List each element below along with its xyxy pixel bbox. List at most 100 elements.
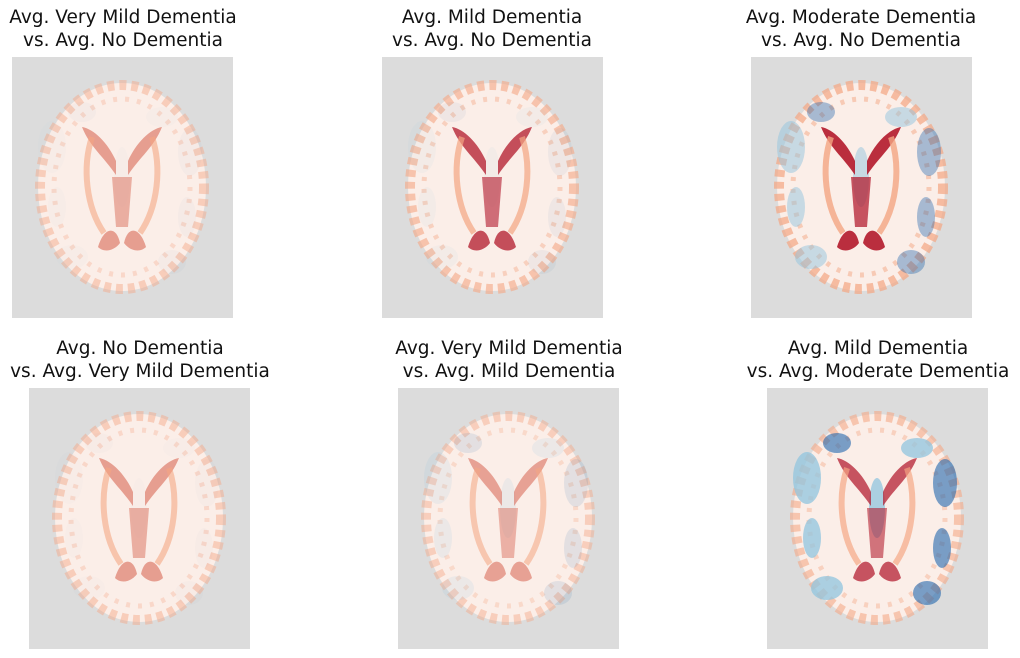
right-fiber-tract [154,467,178,566]
negative-region [897,250,925,274]
left-fiber-tract [100,467,124,566]
negative-region [146,107,178,127]
negative-region [787,187,805,227]
cortex-ring [35,80,209,294]
brain-outline [38,83,206,291]
negative-region [195,459,219,507]
negative-region [516,107,548,127]
negative-region [917,128,941,176]
negative-region [178,197,196,237]
title-line-2: vs. Avg. No Dementia [23,30,223,51]
negative-region [442,576,474,600]
left-fiber-tract [822,136,846,235]
negative-region [823,433,851,453]
negative-region [408,121,436,173]
difference-map-image [12,57,233,318]
left-fiber-tract [469,467,493,566]
negative-region [68,102,96,122]
brain-difference-map [774,80,948,294]
negative-region [85,433,113,453]
brain-outline [55,414,223,622]
negative-region [933,459,957,507]
left-posterior-horn [853,561,875,582]
negative-region [426,245,458,269]
negative-region [434,518,452,558]
gyri-ring [421,96,563,278]
negative-region [795,245,827,269]
cortex-ring [405,80,579,294]
negative-region [175,581,203,605]
brain-difference-map [421,411,595,625]
right-fiber-tract [137,136,161,235]
negative-region [803,518,821,558]
right-fiber-tract [523,467,547,566]
negative-region [195,528,213,568]
right-posterior-horn [510,561,532,582]
brain-difference-map [405,80,579,294]
difference-map-image [751,57,972,318]
negative-region [48,187,66,227]
central-ventricle [482,177,502,227]
panel-title: Avg. Very Mild Dementia vs. Avg. No Deme… [0,6,246,52]
negative-region [548,197,566,237]
title-line-2: vs. Avg. No Dementia [392,30,592,51]
left-fiber-tract [453,136,477,235]
brain-difference-map [35,80,209,294]
brain-difference-map [52,411,226,625]
gyri-ring [790,96,932,278]
right-fiber-tract [876,136,900,235]
title-line-2: vs. Avg. Moderate Dementia [746,361,1010,382]
left-fiber-tract [838,467,862,566]
negative-region [917,197,935,237]
right-fiber-tract [892,467,916,566]
gyri-ring [68,427,210,609]
gyri-ring [51,96,193,278]
panel-title: Avg. Moderate Dementia vs. Avg. No Demen… [738,6,984,52]
negative-region [544,581,572,605]
central-ventricle [498,508,518,558]
negative-region [158,250,186,274]
negative-region [418,187,436,227]
panel-title: Avg. Very Mild Dementia vs. Avg. Mild De… [381,337,637,383]
difference-map-image [29,388,250,649]
negative-region [500,478,516,538]
negative-region [56,245,88,269]
gyri-ring [437,427,579,609]
right-fiber-tract [507,136,531,235]
negative-region [438,102,466,122]
title-line-2: vs. Avg. Very Mild Dementia [10,361,270,382]
negative-region [454,433,482,453]
panel-title: Avg. Mild Dementia vs. Avg. Moderate Dem… [740,337,1016,383]
negative-region [793,452,821,504]
right-posterior-horn [494,230,516,251]
negative-region [424,452,452,504]
negative-region [163,438,195,458]
cortex-ring [52,411,226,625]
title-line-1: Avg. Moderate Dementia [745,7,977,28]
negative-region [913,581,941,605]
cortex-ring [421,411,595,625]
central-ventricle [112,177,132,227]
negative-region [811,576,843,600]
difference-map-image [398,388,619,649]
negative-region [564,528,582,568]
title-line-2: vs. Avg. No Dementia [761,30,961,51]
difference-map-image [382,57,603,318]
right-posterior-horn [141,561,163,582]
negative-region [65,518,83,558]
negative-region [548,128,572,176]
right-posterior-horn [124,230,146,251]
central-ventricle [129,508,149,558]
panel-title: Avg. No Dementia vs. Avg. Very Mild Deme… [2,337,278,383]
central-ventricle [851,177,871,227]
title-line-1: Avg. No Dementia [56,338,224,359]
negative-region [178,128,202,176]
left-posterior-horn [98,230,120,251]
right-posterior-horn [879,561,901,582]
negative-region [528,250,556,274]
negative-region [38,121,66,173]
left-posterior-horn [837,230,859,251]
negative-region [564,459,588,507]
central-ventricle [867,508,887,558]
cortex-ring [790,411,964,625]
